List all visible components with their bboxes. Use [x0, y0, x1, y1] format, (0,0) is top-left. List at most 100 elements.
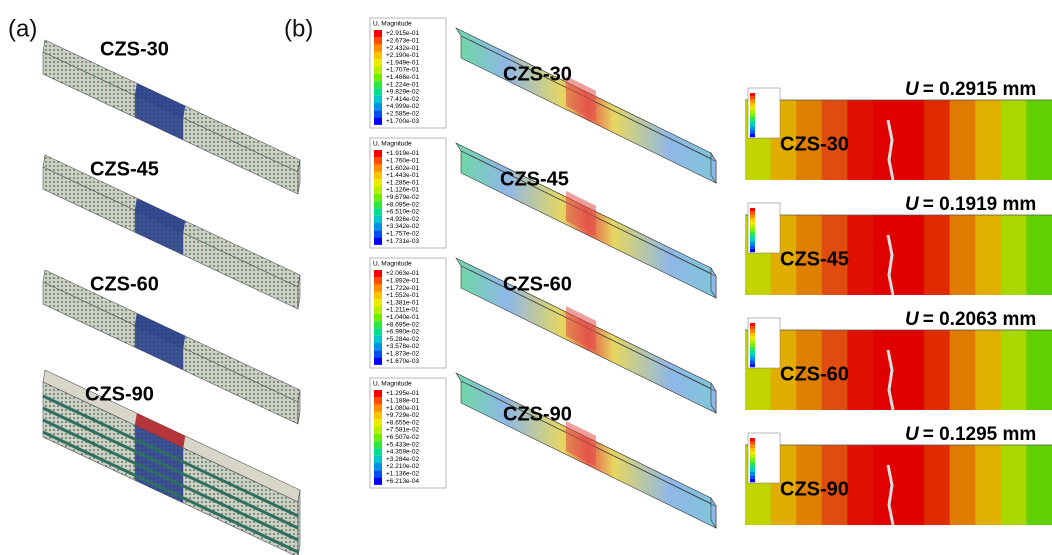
legend-swatch — [374, 88, 382, 95]
legend-swatch — [374, 448, 382, 455]
mini-swatch — [750, 211, 755, 214]
contour-band — [924, 445, 950, 525]
legend-value: +1.126e-01 — [386, 187, 419, 194]
legend-swatch — [374, 470, 382, 477]
legend-swatch — [374, 165, 382, 172]
symbol: U — [905, 194, 920, 215]
mini-swatch — [750, 249, 755, 252]
mini-swatch — [750, 445, 755, 448]
mini-swatch — [750, 113, 755, 116]
contour-band — [899, 330, 925, 410]
contour-band — [899, 100, 925, 180]
legend-value: +1.722e-01 — [386, 285, 419, 292]
legend-value: +4.926e-02 — [386, 216, 419, 223]
legend-value: +9.829e-02 — [386, 89, 419, 96]
mini-swatch — [750, 228, 755, 231]
model-label: CZS-45 — [780, 248, 849, 270]
legend-swatch — [374, 336, 382, 343]
contour-band — [873, 330, 899, 410]
legend-title: U, Magnitude — [373, 141, 412, 148]
contour-band — [1001, 215, 1027, 295]
mini-swatch — [750, 479, 755, 482]
mini-swatch — [750, 347, 755, 350]
legend-swatch — [374, 74, 382, 81]
displacement: U= 0.2915 mm — [905, 79, 1036, 100]
legend-swatch — [374, 187, 382, 194]
contour-band — [873, 215, 899, 295]
symbol: U — [905, 79, 920, 100]
legend-value: +1.188e-01 — [386, 398, 419, 405]
mini-swatch — [750, 127, 755, 130]
contour-band — [950, 330, 976, 410]
mini-swatch — [750, 225, 755, 228]
mini-swatch — [750, 242, 755, 245]
legend-swatch — [374, 59, 382, 66]
legend-value: +7.581e-02 — [386, 427, 419, 434]
model-label: CZS-90 — [85, 383, 154, 405]
legend-swatch — [374, 157, 382, 164]
legend-value: +1.552e-01 — [386, 292, 419, 299]
displacement: U= 0.1295 mm — [905, 424, 1036, 445]
mini-swatch — [750, 472, 755, 475]
legend-value: +6.213e-04 — [386, 478, 419, 485]
legend-value: +1.285e-01 — [386, 179, 419, 186]
legend-swatch — [374, 45, 382, 52]
mini-swatch — [750, 469, 755, 472]
legend-swatch — [374, 118, 382, 125]
legend-swatch — [374, 427, 382, 434]
symbol: U — [905, 424, 920, 445]
mini-swatch — [750, 357, 755, 360]
model-label: CZS-60 — [90, 273, 159, 295]
model-label: CZS-30 — [780, 133, 849, 155]
legend-swatch — [374, 412, 382, 419]
legend-swatch — [374, 277, 382, 284]
legend-value: +2.432e-01 — [386, 45, 419, 52]
mini-swatch — [750, 337, 755, 340]
mini-swatch — [750, 222, 755, 225]
legend-value: +1.224e-01 — [386, 81, 419, 88]
legend-value: +1.949e-01 — [386, 59, 419, 66]
panel-label: (b) — [284, 15, 313, 42]
legend-value: +1.211e-01 — [386, 307, 419, 314]
legend-swatch — [374, 230, 382, 237]
displacement-value: = 0.2063 mm — [923, 309, 1037, 330]
legend-value: +3.284e-02 — [386, 456, 419, 463]
legend-value: +2.585e-02 — [386, 111, 419, 118]
displacement-value: = 0.2915 mm — [923, 79, 1037, 100]
mini-swatch — [750, 103, 755, 106]
legend-value: +7.414e-02 — [386, 96, 419, 103]
legend-value: +5.284e-02 — [386, 336, 419, 343]
legend-swatch — [374, 238, 382, 245]
legend-swatch — [374, 208, 382, 215]
legend-value: +1.700e-03 — [386, 118, 419, 125]
mini-swatch — [750, 350, 755, 353]
legend-swatch — [374, 358, 382, 365]
legend-value: +1.602e-01 — [386, 165, 419, 172]
mini-swatch — [750, 330, 755, 333]
contour-band — [899, 215, 925, 295]
legend-value: +3.578e-02 — [386, 343, 419, 350]
mini-swatch — [750, 235, 755, 238]
legend-title: U, Magnitude — [373, 381, 412, 388]
legend-swatch — [374, 405, 382, 412]
legend-swatch — [374, 81, 382, 88]
legend-swatch — [374, 150, 382, 157]
contour-band — [1001, 100, 1027, 180]
legend-value: +1.295e-01 — [386, 390, 419, 397]
legend-swatch — [374, 67, 382, 74]
legend-swatch — [374, 52, 382, 59]
model-label: CZS-45 — [500, 168, 569, 190]
legend-swatch — [374, 299, 382, 306]
mini-swatch — [750, 130, 755, 133]
legend-swatch — [374, 223, 382, 230]
contour-band — [1026, 215, 1052, 295]
legend-value: +4.359e-02 — [386, 449, 419, 456]
mini-swatch — [750, 475, 755, 478]
legend-swatch — [374, 441, 382, 448]
legend-swatch — [374, 172, 382, 179]
mini-swatch — [750, 110, 755, 113]
legend-value: +1.760e-01 — [386, 158, 419, 165]
mini-swatch — [750, 124, 755, 127]
legend-swatch — [374, 285, 382, 292]
mini-swatch — [750, 323, 755, 326]
